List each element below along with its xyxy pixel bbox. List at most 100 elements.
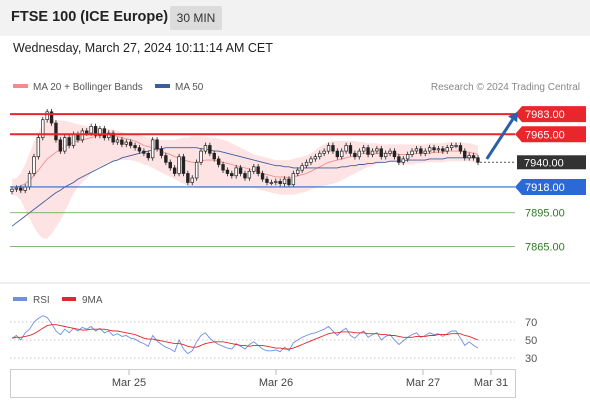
candle-body <box>80 130 85 141</box>
research-credit: Research © 2024 Trading Central <box>431 82 580 93</box>
candle <box>353 150 357 160</box>
candle <box>107 130 111 141</box>
candle-body <box>32 156 36 174</box>
candle-body <box>318 152 322 158</box>
level-7895.00: 7895.00 <box>10 208 565 220</box>
rsi-panel: 70 50 30 <box>10 315 537 365</box>
candle-body <box>304 161 309 167</box>
candle-body <box>146 152 150 159</box>
ma20-legend-label: MA 20 + Bollinger Bands <box>33 82 143 93</box>
candle <box>238 165 243 177</box>
x-axis-box <box>10 369 516 398</box>
candle-body <box>120 139 124 145</box>
candle-body <box>247 170 252 179</box>
rsi-line <box>11 315 479 355</box>
candle <box>375 146 379 154</box>
candle-body <box>19 187 23 191</box>
candle <box>357 148 361 160</box>
candle <box>208 142 212 157</box>
candle-body <box>260 173 265 180</box>
candle-body <box>63 137 67 152</box>
candle-body <box>410 150 414 155</box>
candle <box>383 150 388 160</box>
candle-body <box>274 181 278 183</box>
candle-body <box>142 150 146 154</box>
candle-body <box>265 178 269 183</box>
ma50-legend-label: MA 50 <box>175 82 204 93</box>
candle-body <box>256 166 260 174</box>
resistance-tag <box>515 106 586 123</box>
candle-body <box>291 173 296 186</box>
candle <box>98 125 102 139</box>
header-bar: FTSE 100 (ICE Europe) 30 MIN <box>0 0 590 36</box>
candle <box>58 137 63 154</box>
candle-body <box>234 167 238 177</box>
candle <box>278 178 282 187</box>
x-tick-label: Mar 25 <box>112 377 146 389</box>
candle-body <box>221 164 225 171</box>
candle <box>80 128 85 143</box>
candle-body <box>366 147 370 155</box>
timeframe-badge[interactable]: 30 MIN <box>170 6 222 30</box>
candle-body <box>181 156 186 174</box>
candle-body <box>243 173 247 179</box>
candle <box>397 153 401 166</box>
candle <box>427 144 432 154</box>
candle <box>124 139 128 148</box>
candle-body <box>414 148 419 152</box>
rsi-ma-legend-label: 9MA <box>82 295 103 306</box>
x-axis: Mar 25 Mar 26 Mar 27 Mar 31 <box>112 370 508 389</box>
candle <box>379 146 383 160</box>
candle-body <box>476 157 480 163</box>
candle-body <box>36 137 41 158</box>
candle <box>172 165 177 177</box>
candle <box>304 159 309 169</box>
candle <box>361 144 366 154</box>
candle-body <box>454 145 458 147</box>
candle <box>63 134 67 154</box>
forecast-arrow-head <box>508 111 518 123</box>
level-7918.00: 7918.00 <box>10 178 586 195</box>
rsi-tick-label: 70 <box>525 317 537 329</box>
candle-body <box>85 130 89 134</box>
candle-body <box>335 150 340 158</box>
candle-body <box>436 148 441 151</box>
candle-body <box>128 141 133 146</box>
candle-body <box>58 139 63 152</box>
candle <box>120 137 124 148</box>
candle <box>54 120 58 143</box>
level-7940.00: 7940.00 <box>480 155 586 170</box>
instrument-title: FTSE 100 (ICE Europe) <box>11 9 169 25</box>
candle <box>454 142 458 149</box>
candle <box>133 142 137 151</box>
candle-body <box>115 139 120 143</box>
candle <box>419 146 423 157</box>
candle <box>67 134 71 149</box>
candle-body <box>353 152 357 158</box>
candle-body <box>133 145 137 149</box>
candle-body <box>238 167 243 174</box>
candle <box>309 156 313 166</box>
candle-body <box>375 148 379 152</box>
candle-body <box>331 145 335 152</box>
price-levels: 7983.00 7965.00 7940.00 7918.00 7895.00 7865.… <box>10 106 586 253</box>
candle <box>234 165 238 179</box>
price-panel <box>10 109 480 239</box>
candle <box>449 142 454 151</box>
candle-body <box>322 150 326 154</box>
candle-body <box>159 148 164 156</box>
candle-body <box>177 156 181 174</box>
candle <box>476 155 480 166</box>
candle <box>392 148 397 160</box>
candle <box>45 109 49 123</box>
candle-body <box>441 148 445 152</box>
candle-body <box>379 148 383 157</box>
candle-body <box>269 182 274 184</box>
candle <box>190 175 194 186</box>
candle-body <box>458 145 463 152</box>
candle <box>93 123 98 139</box>
candle <box>186 170 190 186</box>
candle <box>366 144 370 158</box>
candle <box>463 148 467 161</box>
candle-body <box>449 145 454 149</box>
